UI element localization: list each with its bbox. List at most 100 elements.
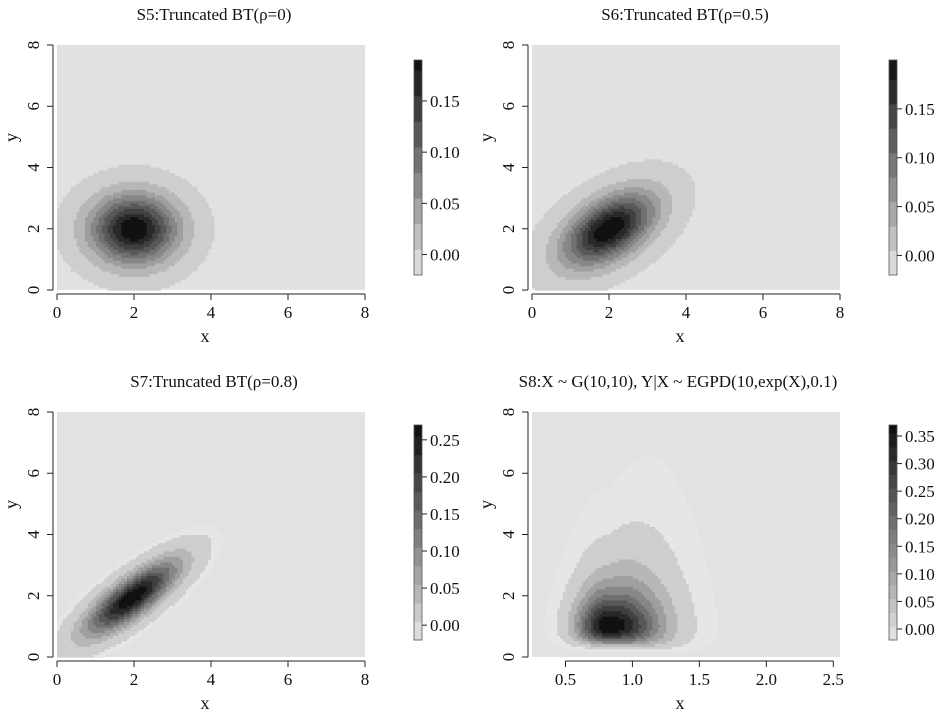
heatmap-cell (132, 186, 136, 190)
heatmap-cell (630, 268, 634, 272)
heatmap-cell (115, 580, 120, 585)
heatmap-cell (87, 632, 92, 636)
heatmap-cell (655, 162, 659, 166)
heatmap-cell (149, 251, 153, 256)
heatmap-cell (585, 249, 589, 253)
heatmap-cell (169, 219, 173, 223)
heatmap-cell (99, 186, 103, 190)
heatmap-cell (157, 230, 162, 234)
heatmap-cell (129, 583, 134, 587)
heatmap-cell (610, 273, 614, 277)
heatmap-cell (537, 235, 541, 239)
heatmap-cell (93, 172, 97, 177)
heatmap-cell (87, 588, 92, 593)
heatmap-cell (208, 246, 212, 250)
heatmap-cell (152, 284, 156, 288)
heatmap-cell (115, 273, 120, 277)
heatmap-cell (672, 183, 676, 188)
heatmap-cell (658, 227, 662, 231)
heatmap-cell (85, 273, 89, 277)
heatmap-cell (166, 170, 170, 174)
heatmap-cell (585, 221, 589, 226)
heatmap-cell (669, 170, 673, 174)
heatmap-cell (110, 254, 114, 258)
heatmap-cell (211, 230, 215, 234)
heatmap-cell (686, 208, 690, 212)
heatmap-cell (660, 219, 665, 223)
heatmap-cell (93, 175, 97, 179)
heatmap-cell (124, 629, 128, 634)
heatmap-cell (680, 167, 684, 171)
heatmap-cell (677, 230, 681, 234)
heatmap-cell (582, 216, 586, 220)
heatmap-cell (632, 183, 637, 188)
heatmap-cell (113, 205, 117, 209)
heatmap-cell (127, 564, 131, 568)
heatmap-cell (107, 591, 111, 595)
heatmap-cell (76, 213, 80, 218)
heatmap-cell (658, 230, 662, 234)
heatmap-cell (686, 175, 690, 179)
heatmap-cell (596, 262, 600, 267)
heatmap-cell (660, 175, 665, 179)
heatmap-cell (107, 637, 111, 642)
heatmap-cell (630, 205, 634, 209)
heatmap-cell (132, 202, 136, 207)
heatmap-cell (118, 170, 122, 174)
heatmap-cell (660, 194, 665, 199)
heatmap-cell (87, 260, 92, 264)
heatmap-cell (138, 597, 142, 601)
heatmap-cell (197, 243, 201, 248)
heatmap-cell (188, 270, 192, 275)
heatmap-cell (641, 241, 645, 245)
heatmap-cell (87, 181, 92, 185)
heatmap-cell (180, 232, 184, 237)
heatmap-cell (532, 257, 536, 261)
heatmap-cell (197, 230, 201, 234)
heatmap-cell (548, 213, 553, 218)
heatmap-cell (82, 651, 86, 655)
heatmap-cell (101, 646, 106, 650)
heatmap-cell (160, 273, 164, 277)
heatmap-cell (171, 181, 176, 185)
heatmap-cell (616, 205, 620, 209)
heatmap-cell (160, 170, 164, 174)
heatmap-cell (68, 219, 72, 223)
heatmap-cell (155, 197, 159, 201)
heatmap-cell (127, 610, 131, 615)
heatmap-cell (166, 211, 170, 215)
heatmap-cell (641, 213, 645, 218)
heatmap-cell (644, 202, 648, 207)
heatmap-cell (532, 270, 536, 275)
heatmap-cell (93, 208, 97, 212)
heatmap-cell (76, 241, 80, 245)
heatmap-cell (87, 230, 92, 234)
heatmap-cell (610, 243, 614, 248)
heatmap-cell (534, 265, 539, 269)
heatmap-cell (93, 235, 97, 239)
heatmap-cell (613, 251, 617, 256)
heatmap-cell (135, 610, 139, 615)
heatmap-cell (141, 627, 145, 631)
heatmap-cell (90, 276, 94, 280)
heatmap-cell (101, 232, 106, 237)
heatmap-cell (565, 243, 569, 248)
heatmap-cell (104, 224, 108, 228)
heatmap-cell (588, 200, 592, 204)
heatmap-cell (599, 246, 603, 250)
heatmap-cell (635, 221, 639, 226)
heatmap-cell (672, 181, 676, 185)
heatmap-cell (602, 178, 606, 182)
heatmap-cell (163, 232, 167, 237)
heatmap-cell (155, 175, 159, 179)
heatmap-cell (124, 583, 128, 587)
heatmap-cell (115, 569, 120, 574)
heatmap-cell (610, 246, 614, 250)
heatmap-cell (62, 213, 66, 218)
heatmap-cell (627, 273, 631, 277)
heatmap-cell (554, 254, 558, 258)
heatmap-cell (604, 219, 609, 223)
heatmap-cell (132, 200, 136, 204)
heatmap-cell (666, 243, 670, 248)
heatmap-cell (180, 249, 184, 253)
